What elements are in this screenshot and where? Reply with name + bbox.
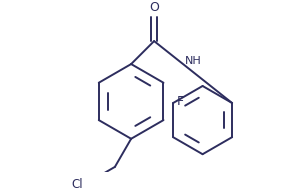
Text: O: O — [149, 1, 159, 14]
Text: Cl: Cl — [71, 178, 83, 191]
Text: F: F — [177, 95, 184, 108]
Text: NH: NH — [185, 55, 201, 66]
